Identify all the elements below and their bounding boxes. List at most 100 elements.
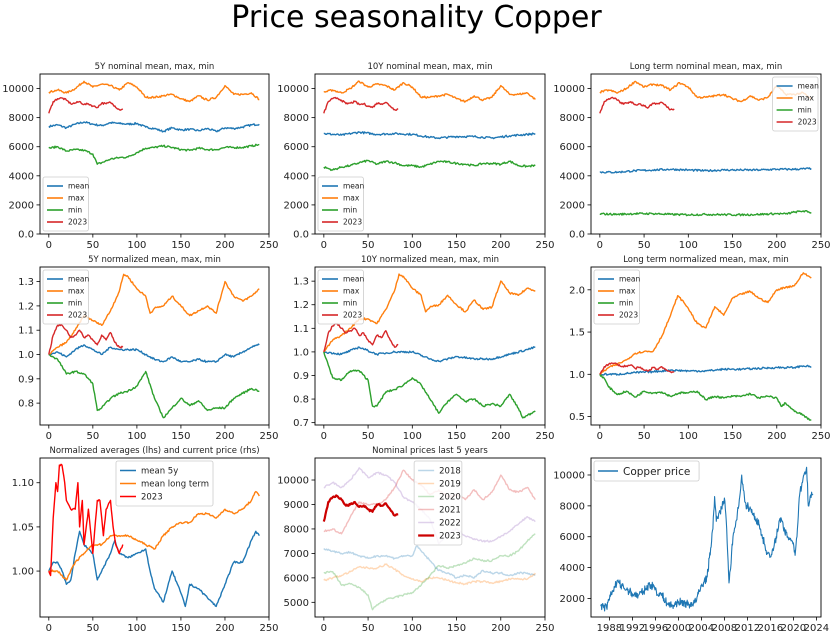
legend-label: 2020 xyxy=(439,493,461,503)
y-tick-label: 1.1 xyxy=(293,324,309,335)
legend: mean max min 2023 xyxy=(42,269,90,325)
subplot-title: Long term nominal mean, max, min xyxy=(630,62,783,72)
subplot-normalized_5y: 5Y normalized mean, max, min 0 50 100 150 200… xyxy=(18,255,278,442)
x-tick-label: 200 xyxy=(767,431,786,442)
y-tick-label: 0.8 xyxy=(293,395,309,406)
x-tick-label: 250 xyxy=(811,240,830,251)
y-tick-label: 0.9 xyxy=(18,374,34,385)
legend-box xyxy=(115,460,214,507)
subplot-normalized_averages: Normalized averages (lhs) and current pr… xyxy=(12,446,279,634)
legend-box xyxy=(413,460,463,546)
series-line-mean xyxy=(599,364,812,376)
legend-label: mean long term xyxy=(141,480,209,490)
x-tick-label: 150 xyxy=(447,623,466,634)
subplot-normalized_long: Long term normalized mean, max, min 0 50 10… xyxy=(569,255,830,442)
y-tick-label: 9000 xyxy=(284,500,309,511)
y-tick-label: 8000 xyxy=(560,501,585,512)
y-tick-label: 4000 xyxy=(560,563,585,574)
x-tick-label: 100 xyxy=(127,240,146,251)
subplot-title: Nominal prices last 5 years xyxy=(372,446,488,456)
y-tick-label: 1.0 xyxy=(18,350,34,361)
x-tick-label: 50 xyxy=(362,240,375,251)
x-tick-label: 250 xyxy=(535,240,554,251)
figure-title: Price seasonality Copper xyxy=(231,0,602,35)
legend-label: 2023 xyxy=(141,493,163,503)
x-tick-label: 150 xyxy=(723,431,742,442)
x-tick-label: 200 xyxy=(491,240,510,251)
x-tick-label: 150 xyxy=(723,240,742,251)
x-tick-label: 0 xyxy=(321,240,327,251)
y-tick-label: 8000 xyxy=(9,113,34,124)
y-tick-label: 0.0 xyxy=(18,230,34,241)
axes-frame xyxy=(590,73,822,235)
series-line-2023 xyxy=(323,96,399,114)
x-tick-label: 200 xyxy=(491,431,510,442)
legend-label: 2018 xyxy=(439,467,461,477)
x-tick-label: 50 xyxy=(638,431,651,442)
x-tick-label: 250 xyxy=(535,431,554,442)
axes-frame xyxy=(39,73,270,235)
series-line-min xyxy=(323,351,536,419)
y-tick-label: 1.00 xyxy=(12,567,34,578)
series-line-mean xyxy=(48,121,260,133)
legend: mean max min 2023 xyxy=(317,176,365,232)
y-tick-label: 0.8 xyxy=(18,399,34,410)
legend-label: max xyxy=(68,194,85,203)
legend-label: max xyxy=(798,94,815,103)
legend-label: max xyxy=(68,287,85,296)
legend-box xyxy=(772,76,819,132)
y-tick-label: 0.5 xyxy=(569,412,585,423)
x-tick-label: 2004 xyxy=(689,623,714,634)
x-tick-label: 100 xyxy=(679,240,698,251)
y-tick-label: 1.0 xyxy=(569,370,585,381)
y-tick-label: 1.3 xyxy=(18,277,34,288)
subplot-copper_price: 1988199219962000200420082012201620202024… xyxy=(553,457,829,634)
series-line-2023 xyxy=(599,362,675,375)
series-line-max xyxy=(323,80,536,103)
subplot-nominal_5y: 5Y nominal mean, max, min 0 50 100 150 200 250… xyxy=(2,62,278,251)
y-tick-label: 8000 xyxy=(284,113,309,124)
y-tick-label: 1.2 xyxy=(293,300,309,311)
y-tick-label: 0.9 xyxy=(293,371,309,382)
x-tick-label: 150 xyxy=(447,240,466,251)
axes-frame xyxy=(590,457,822,618)
legend: mean max min 2023 xyxy=(42,176,90,232)
legend: mean max min 2023 xyxy=(772,76,819,132)
x-tick-label: 250 xyxy=(535,623,554,634)
x-tick-label: 100 xyxy=(679,431,698,442)
series-line-mean xyxy=(323,346,536,363)
y-tick-label: 10000 xyxy=(553,470,585,481)
x-tick-label: 200 xyxy=(767,240,786,251)
y-tick-label: 7000 xyxy=(284,549,309,560)
legend-label: 2023 xyxy=(798,118,817,127)
y-tick-label: 4000 xyxy=(560,171,585,182)
y-tick-label: 2.0 xyxy=(569,285,585,296)
y-tick-label: 10000 xyxy=(277,84,309,95)
subplot-title: 10Y nominal mean, max, min xyxy=(367,62,492,72)
x-tick-label: 250 xyxy=(259,623,278,634)
legend-label: min xyxy=(343,206,357,215)
series-line-min xyxy=(599,209,812,217)
series-line-mean xyxy=(48,343,260,363)
subplot-normalized_10y: 10Y normalized mean, max, min 0 50 100 150 20… xyxy=(293,255,554,442)
subplot-nominal_last_5y: Nominal prices last 5 years 0 50 100 150 200 2… xyxy=(277,446,554,634)
x-tick-label: 0 xyxy=(321,623,327,634)
y-tick-label: 1.0 xyxy=(293,347,309,358)
series-line-2023 xyxy=(48,323,124,355)
x-tick-label: 150 xyxy=(171,431,190,442)
series-line-2023 xyxy=(48,97,124,114)
y-tick-label: 1.3 xyxy=(293,277,309,288)
y-tick-label: 4000 xyxy=(284,171,309,182)
y-tick-label: 2000 xyxy=(284,200,309,211)
x-tick-label: 150 xyxy=(171,623,190,634)
x-tick-label: 50 xyxy=(362,431,375,442)
y-tick-label: 6000 xyxy=(9,142,34,153)
legend-label: 2021 xyxy=(439,506,461,516)
y-tick-label: 6000 xyxy=(560,532,585,543)
legend-box xyxy=(593,269,640,325)
legend-box xyxy=(317,269,364,325)
legend-label: 2023 xyxy=(439,532,461,542)
legend-label: min xyxy=(798,106,812,115)
x-tick-label: 1988 xyxy=(597,623,622,634)
axes-frame xyxy=(39,457,270,618)
